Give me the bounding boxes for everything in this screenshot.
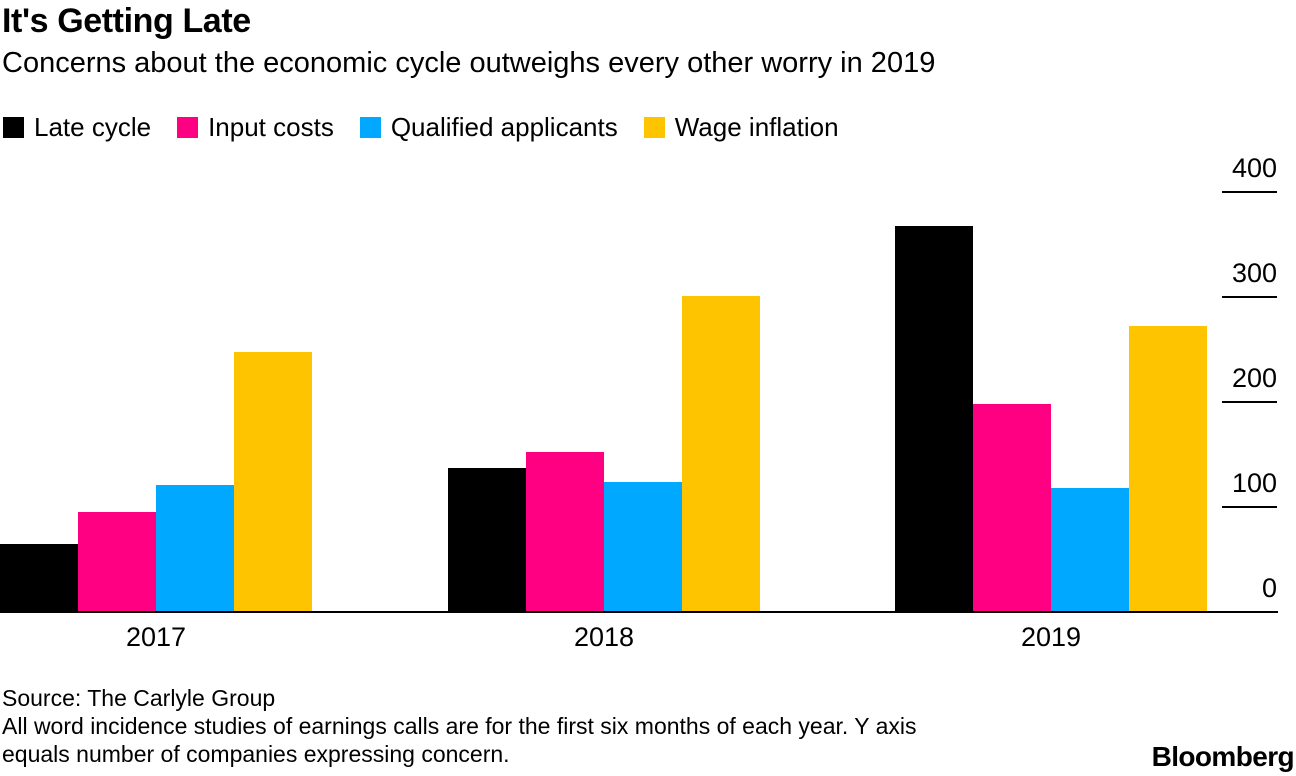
bar-wage-inflation-2017 [234, 352, 312, 611]
bar-late-cycle-2019 [895, 226, 973, 611]
bar-input-costs-2019 [973, 404, 1051, 611]
legend-item-late-cycle: Late cycle [3, 112, 151, 143]
bar-qualified-applicants-2017 [156, 485, 234, 611]
legend-item-wage-inflation: Wage inflation [643, 112, 839, 143]
y-tick-label: 100 [1231, 468, 1277, 498]
source-text: Source: The Carlyle Group [2, 685, 276, 711]
footnote-line-1: All word incidence studies of earnings c… [2, 713, 917, 739]
chart-title: It's Getting Late [2, 2, 251, 40]
y-tick-label: 300 [1231, 258, 1277, 288]
legend-item-qualified-applicants: Qualified applicants [359, 112, 618, 143]
bar-qualified-applicants-2018 [604, 482, 682, 611]
legend-label: Wage inflation [674, 112, 839, 142]
legend-label: Qualified applicants [390, 112, 618, 142]
x-axis-label-2017: 2017 [125, 622, 187, 652]
y-tick-mark [1222, 191, 1277, 193]
bar-group-2019 [895, 191, 1207, 611]
bar-qualified-applicants-2019 [1051, 488, 1129, 611]
y-tick-mark [1222, 401, 1277, 403]
footnote-line-2: equals number of companies expressing co… [2, 741, 510, 767]
y-tick-label: 0 [1261, 573, 1277, 603]
chart-subtitle: Concerns about the economic cycle outwei… [2, 47, 936, 79]
y-tick-label: 400 [1231, 153, 1277, 183]
footer: Source: The Carlyle Group All word incid… [2, 684, 917, 768]
y-tick-label: 200 [1231, 363, 1277, 393]
bar-input-costs-2017 [78, 512, 156, 611]
bar-late-cycle-2017 [0, 544, 78, 611]
x-axis-label-2019: 2019 [1020, 622, 1082, 652]
y-tick-mark [1222, 506, 1277, 508]
bar-wage-inflation-2018 [682, 296, 760, 611]
legend-label: Late cycle [34, 112, 152, 142]
bar-late-cycle-2018 [448, 468, 526, 611]
x-axis-line [0, 611, 1278, 613]
bar-group-2018 [448, 191, 760, 611]
bar-group-2017 [0, 191, 312, 611]
legend-swatch-icon [359, 117, 381, 138]
y-tick-mark [1222, 296, 1277, 298]
legend-swatch-icon [3, 117, 24, 138]
x-axis-label-2018: 2018 [573, 622, 635, 652]
legend-item-input-costs: Input costs [177, 112, 334, 143]
bar-wage-inflation-2019 [1129, 326, 1207, 611]
legend: Late cycle Input costs Qualified applicant… [3, 112, 839, 143]
bloomberg-logo: Bloomberg [1151, 741, 1295, 772]
plot-area: 0 100 200 300 400 2017 2018 2019 [0, 153, 1296, 661]
legend-label: Input costs [208, 112, 334, 142]
bar-input-costs-2018 [526, 452, 604, 611]
legend-swatch-icon [177, 117, 199, 138]
legend-swatch-icon [643, 117, 665, 138]
